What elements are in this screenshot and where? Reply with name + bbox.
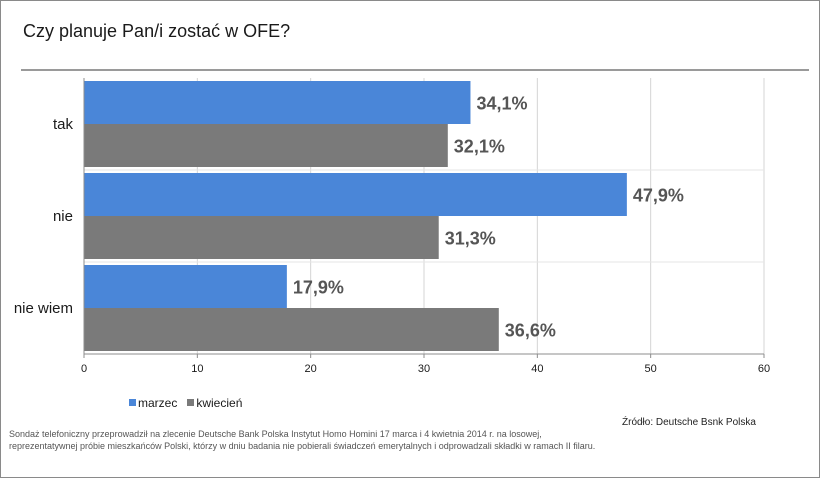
source-label: Źródło: Deutsche Bsnk Polska (622, 417, 756, 428)
bar-kwiecień-tak (84, 124, 448, 167)
bar-marzec-nie (84, 173, 627, 216)
x-tick-label: 60 (758, 363, 770, 375)
bar-marzec-tak (84, 81, 471, 124)
data-label: 47,9% (633, 186, 684, 206)
chart-legend: marzec kwiecień (129, 396, 252, 410)
x-tick-label: 20 (305, 363, 317, 375)
legend-swatch (129, 399, 136, 406)
bar-kwiecień-nie-wiem (84, 308, 499, 351)
data-label: 36,6% (505, 321, 556, 341)
x-tick-label: 40 (531, 363, 543, 375)
chart-title: Czy planuje Pan/i zostać w OFE? (23, 21, 291, 41)
x-tick-label: 30 (418, 363, 430, 375)
category-label: tak (53, 116, 74, 133)
legend-item: marzec (129, 396, 177, 410)
survey-note: Sondaż telefoniczny przeprowadził na zle… (9, 429, 596, 451)
legend-label: marzec (138, 396, 178, 410)
x-tick-label: 50 (645, 363, 657, 375)
legend-label: kwiecień (196, 396, 243, 410)
data-label: 17,9% (293, 278, 344, 298)
bar-marzec-nie-wiem (84, 265, 287, 308)
legend-swatch (187, 399, 195, 406)
x-tick-label: 10 (191, 363, 203, 375)
data-label: 32,1% (454, 137, 505, 157)
category-label: nie wiem (14, 300, 73, 317)
x-tick-label: 0 (81, 363, 87, 375)
bar-kwiecień-nie (84, 216, 439, 259)
legend-item: kwiecień (187, 396, 242, 410)
data-label: 31,3% (445, 229, 496, 249)
data-label: 34,1% (476, 94, 527, 114)
category-label: nie (53, 208, 73, 225)
title-divider (21, 69, 809, 71)
